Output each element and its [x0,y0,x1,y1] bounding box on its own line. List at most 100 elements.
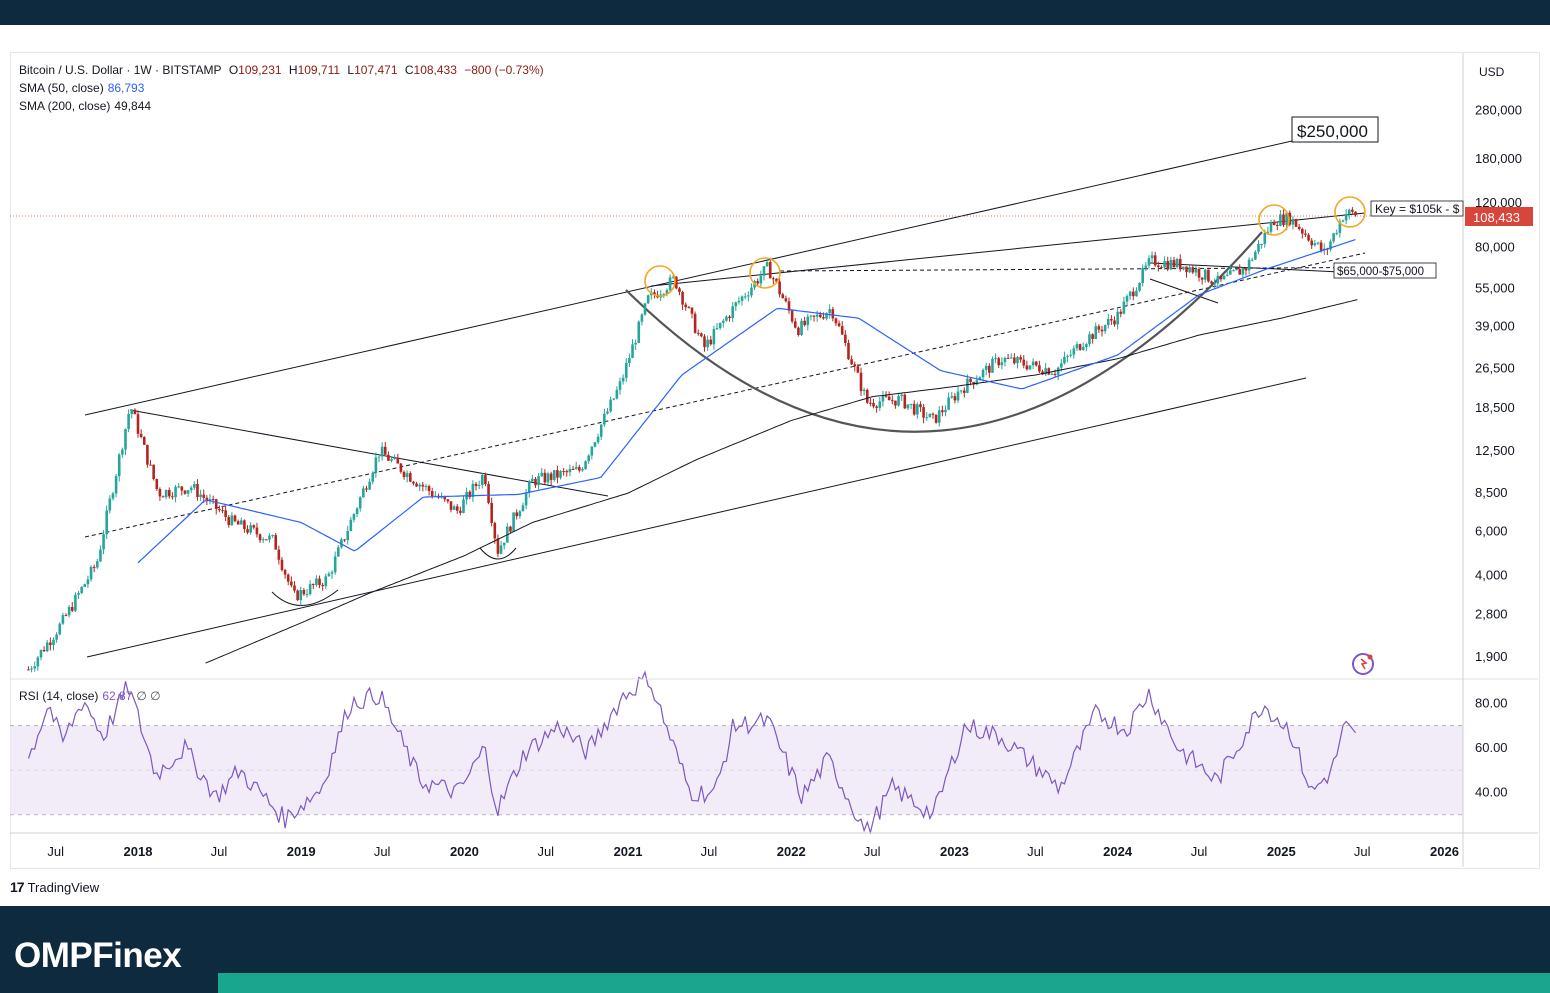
candle-body [377,456,381,458]
candle-body [1147,258,1151,266]
candle-body [1066,355,1069,357]
candle-body [1200,277,1204,280]
candle-body [997,358,1001,366]
price-tick-label-12: 2,800 [1475,607,1508,622]
candle-body [1031,361,1035,366]
candle-body [925,417,929,419]
candle-body [1335,233,1339,235]
candle-body [1272,222,1276,226]
candle-body [712,329,716,345]
candle-body [293,585,296,591]
rsi-legend-value: 62.87 [102,689,133,703]
sma50-legend[interactable]: SMA (50, close) 86,793 [19,81,148,95]
candle-body [509,526,512,532]
candle-body [77,592,80,595]
candle-body [1332,233,1335,242]
candle-body [628,358,631,364]
candle-body [825,313,828,319]
candle-body [96,561,99,568]
candle-body [671,276,675,278]
candle-body [537,476,540,486]
time-tick-label-5: 2020 [450,844,479,859]
replay-icon[interactable] [1352,653,1374,675]
candle-body [806,316,810,326]
candle-body [1307,234,1310,241]
candle-body [108,498,112,511]
candle-body [277,549,281,560]
candle-body [480,475,484,485]
low-value: 107,471 [354,63,398,77]
candle-body [1282,214,1285,226]
price-tick-label-1: 180,000 [1475,151,1522,166]
candle-body [1244,268,1248,271]
candle-body [966,378,969,393]
candle-body [894,400,897,406]
candle-body [27,669,30,671]
candle-body [261,539,265,541]
candle-body [700,333,703,337]
candle-body [1103,325,1107,332]
candle-body [177,486,180,488]
rsi-legend-extra: ∅ ∅ [136,689,161,703]
rsi-legend[interactable]: RSI (14, close) 62.87 ∅ ∅ [19,689,165,703]
sma200-legend[interactable]: SMA (200, close) 49,844 [19,99,155,113]
price-tick-label-3: 80,000 [1475,240,1515,255]
candle-body [815,314,819,317]
candle-body [52,639,55,646]
candle-body [978,377,982,381]
candle-body [368,481,371,490]
candle-body [167,490,171,497]
candle-body [171,496,174,498]
candles [27,207,1357,673]
candle-body [618,381,622,390]
tradingview-attribution[interactable]: 17 TradingView [10,879,99,895]
candle-body [189,487,193,491]
candle-body [1144,265,1148,268]
bottom-arc-2020 [479,547,517,560]
candle-body [117,454,121,477]
candle-body [690,307,694,314]
candle-body [1003,357,1007,363]
candle-body [1022,359,1026,366]
price-chart[interactable]: 280,000 180,000 120,000 80,000 55,000 39,000 2… [0,0,1550,906]
candle-body [1319,242,1323,251]
price-tick-label-13: 1,900 [1475,649,1508,664]
currency-button[interactable] [1470,60,1530,84]
candle-body [1094,326,1098,340]
rsi-line [27,670,1356,835]
candle-body [709,339,713,345]
candle-body [937,410,941,423]
candle-body [721,320,725,323]
sma200-line [205,299,1358,664]
candle-body [900,394,903,397]
candle-body [743,296,747,298]
candle-body [931,413,935,415]
candle-body [750,287,753,296]
candle-body [681,291,684,305]
candle-body [574,467,578,470]
candle-body [202,494,206,498]
candle-body [1016,357,1019,364]
candle-body [493,522,497,539]
candle-body [546,473,550,483]
last-price-tag [1465,207,1533,226]
candle-body [324,576,328,587]
candle-body [230,515,234,526]
candle-body [897,396,900,406]
candle-body [83,584,87,587]
wedge-lower-line [1149,278,1219,304]
candle-body [462,499,465,513]
candle-body [1075,344,1079,349]
sma50-line [137,239,1356,564]
candle-body [33,666,37,669]
price-tick-label-8: 12,500 [1475,443,1515,458]
candle-body [916,404,919,415]
symbol-legend: Bitcoin / U.S. Dollar · 1W · BITSTAMP O1… [19,63,548,77]
candle-body [928,413,932,418]
candle-body [36,657,40,667]
candle-body [1229,270,1232,275]
candle-body [725,316,728,321]
candle-body [872,402,875,407]
candle-body [362,488,365,498]
candle-body [42,649,46,652]
